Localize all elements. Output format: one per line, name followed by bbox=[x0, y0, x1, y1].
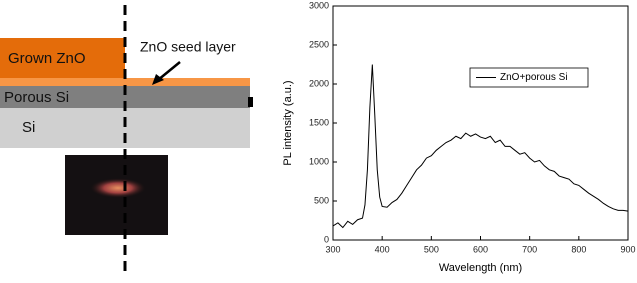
label: Si bbox=[22, 119, 35, 136]
x-tick-label: 500 bbox=[424, 244, 439, 254]
contact bbox=[248, 97, 253, 107]
legend-label: ZnO+porous Si bbox=[500, 72, 568, 83]
photo-glow bbox=[90, 178, 146, 198]
arrow-head bbox=[152, 74, 164, 85]
y-tick-label: 1000 bbox=[309, 156, 329, 166]
seed-layer bbox=[0, 78, 250, 86]
y-tick-label: 500 bbox=[314, 195, 329, 205]
label: ZnO seed layer bbox=[140, 39, 236, 55]
porous-si-layer bbox=[0, 86, 250, 108]
plot-frame bbox=[332, 5, 629, 241]
y-tick-label: 1500 bbox=[309, 117, 329, 127]
x-tick-label: 600 bbox=[473, 244, 488, 254]
label: Grown ZnO bbox=[8, 50, 86, 67]
legend-box bbox=[469, 67, 589, 88]
grown-zno-layer bbox=[0, 38, 125, 78]
x-axis-title: Wavelength (nm) bbox=[439, 262, 522, 274]
label: Porous Si bbox=[4, 89, 69, 106]
y-tick-label: 2500 bbox=[309, 39, 329, 49]
x-tick-label: 800 bbox=[571, 244, 586, 254]
x-tick-label: 400 bbox=[375, 244, 390, 254]
y-tick-label: 0 bbox=[324, 234, 329, 244]
data-line bbox=[332, 64, 629, 229]
x-tick-label: 300 bbox=[325, 244, 340, 254]
x-tick-label: 700 bbox=[522, 244, 537, 254]
arrow bbox=[157, 61, 181, 81]
y-tick-label: 3000 bbox=[309, 0, 329, 10]
y-axis-title: PL intensity (a.u.) bbox=[282, 80, 294, 165]
chart: 0 500 1000 1500 2000 2500 3000 300 400 500 600 700 8… bbox=[282, 0, 636, 274]
y-tick-label: 2000 bbox=[309, 78, 329, 88]
x-tick-label: 900 bbox=[620, 244, 635, 254]
